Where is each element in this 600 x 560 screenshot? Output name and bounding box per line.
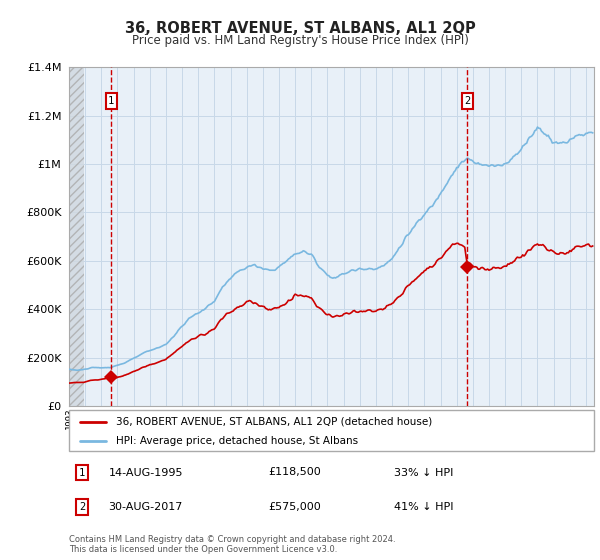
Text: 1: 1 xyxy=(108,96,115,106)
Text: Contains HM Land Registry data © Crown copyright and database right 2024.
This d: Contains HM Land Registry data © Crown c… xyxy=(69,535,395,554)
Text: £118,500: £118,500 xyxy=(269,468,321,478)
Text: 36, ROBERT AVENUE, ST ALBANS, AL1 2QP: 36, ROBERT AVENUE, ST ALBANS, AL1 2QP xyxy=(125,21,475,36)
Text: 2: 2 xyxy=(464,96,470,106)
Text: £575,000: £575,000 xyxy=(269,502,321,512)
Text: 1: 1 xyxy=(79,468,85,478)
Text: 14-AUG-1995: 14-AUG-1995 xyxy=(109,468,183,478)
Bar xyxy=(69,67,84,406)
Text: Price paid vs. HM Land Registry's House Price Index (HPI): Price paid vs. HM Land Registry's House … xyxy=(131,34,469,46)
Text: 2: 2 xyxy=(79,502,85,512)
Text: HPI: Average price, detached house, St Albans: HPI: Average price, detached house, St A… xyxy=(116,436,358,446)
Text: 33% ↓ HPI: 33% ↓ HPI xyxy=(395,468,454,478)
Text: 36, ROBERT AVENUE, ST ALBANS, AL1 2QP (detached house): 36, ROBERT AVENUE, ST ALBANS, AL1 2QP (d… xyxy=(116,417,433,427)
Text: 30-AUG-2017: 30-AUG-2017 xyxy=(109,502,183,512)
Text: 41% ↓ HPI: 41% ↓ HPI xyxy=(395,502,454,512)
FancyBboxPatch shape xyxy=(69,410,594,451)
